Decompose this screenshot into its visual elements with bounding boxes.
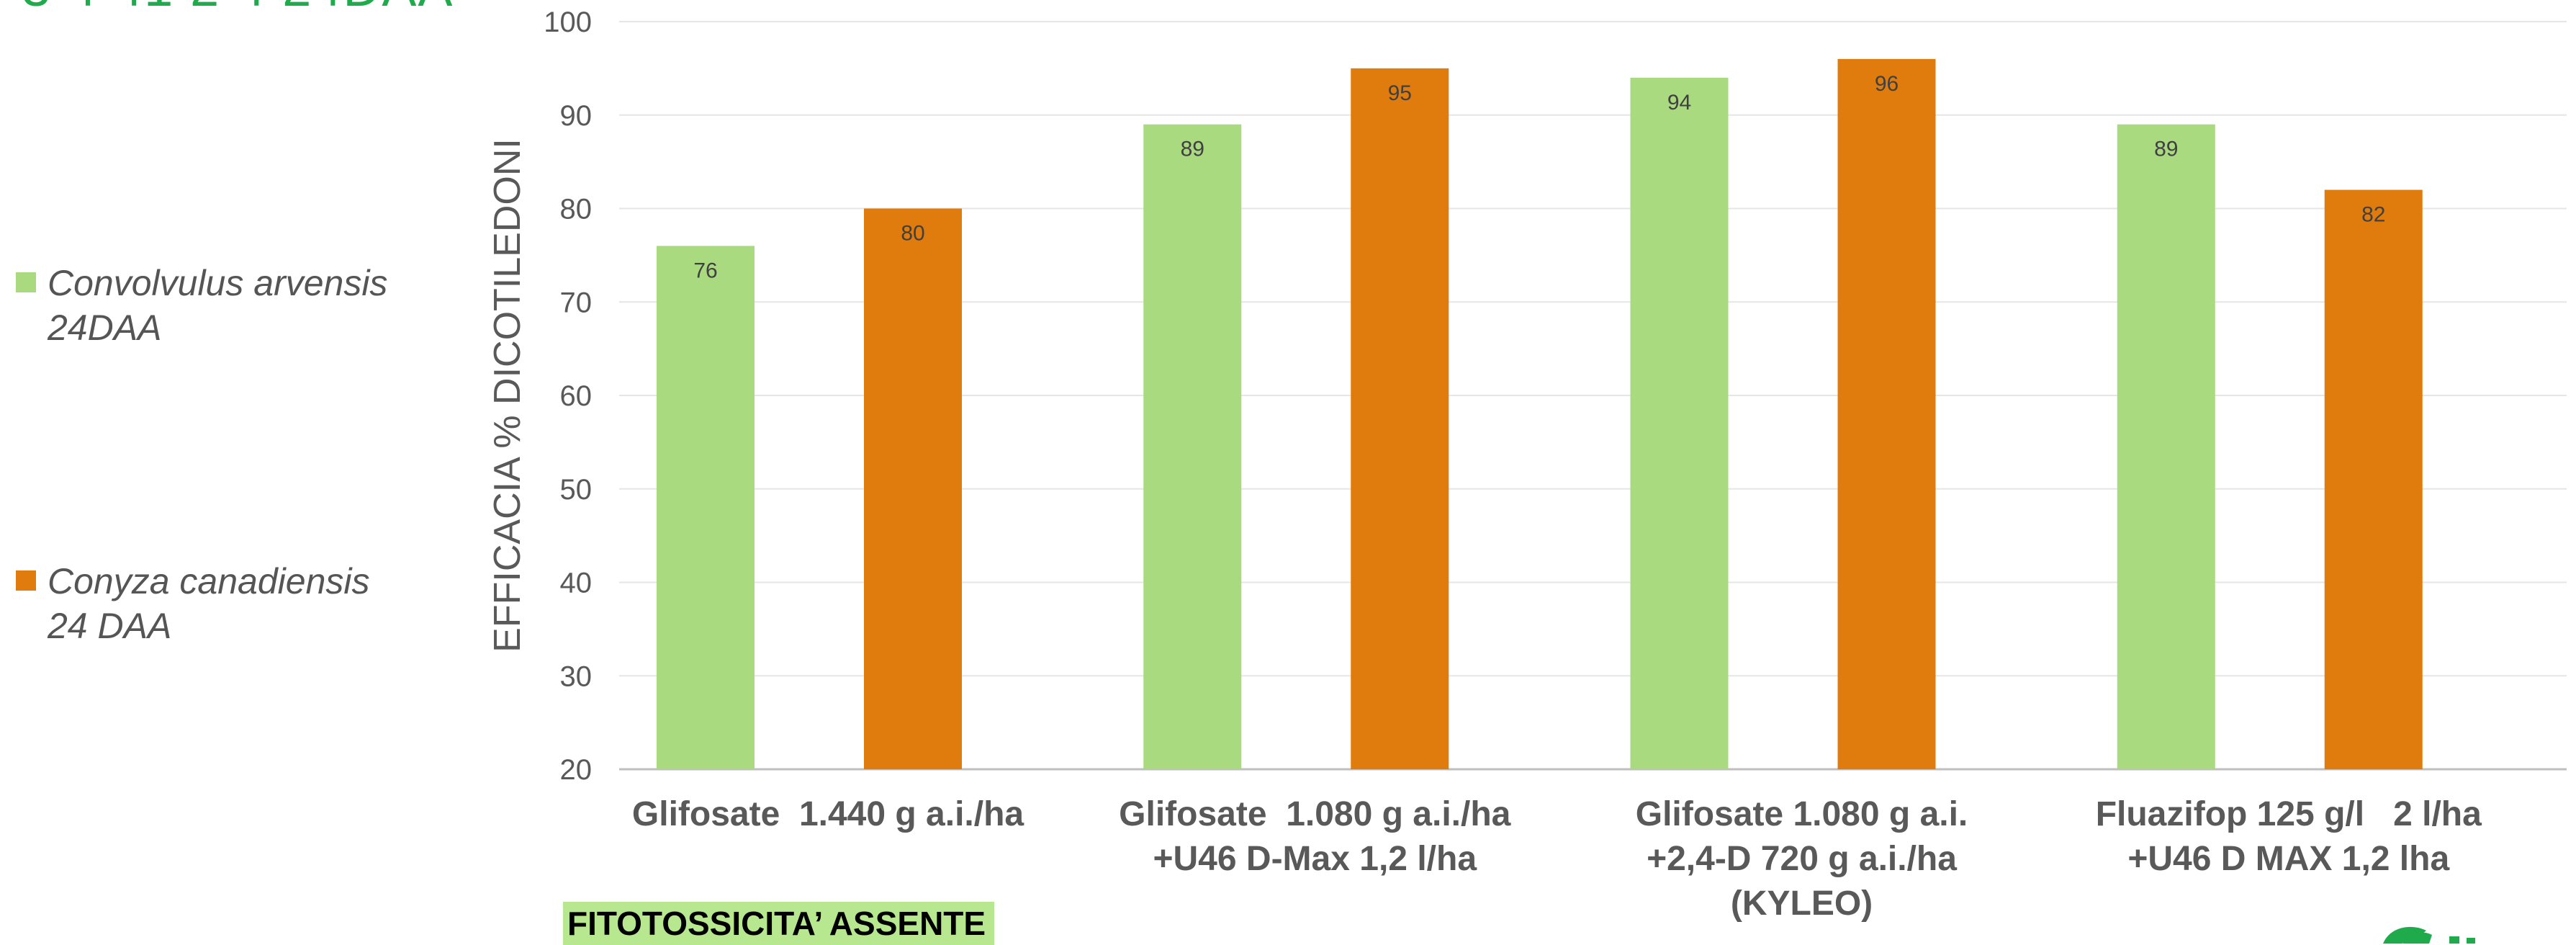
data-label: 96 [1875,72,1899,96]
y-tick-label: 100 [544,6,592,38]
y-tick-label: 90 [560,100,593,132]
x-category-line: Fluazifop 125 g/l 2 l/ha [2095,795,2482,833]
x-category-label-1: Glifosate 1.440 g a.i./ha [632,792,1024,837]
phytotoxicity-note: FITOTOSSICITA’ ASSENTE [563,902,995,945]
x-category-line: Glifosate 1.080 g a.i./ha [1119,795,1511,833]
bar-conyza-2 [1351,68,1449,769]
data-label: 89 [2154,138,2178,161]
x-category-line: +U46 D-Max 1,2 l/ha [1153,840,1477,878]
data-label: 76 [693,259,717,282]
bar-conyza-4 [2324,189,2423,769]
legend-label-convolvulus: Convolvulus arvensis 24DAA [48,261,387,350]
x-category-line: (KYLEO) [1730,884,1873,923]
x-category-line: +2,4-D 720 g a.i./ha [1647,840,1957,878]
data-label: 95 [1388,81,1412,105]
y-tick-label: 30 [560,660,593,692]
legend-item-conyza: Conyza canadiensis 24 DAA [16,559,370,648]
data-label: 80 [901,222,924,246]
legend-item-convolvulus: Convolvulus arvensis 24DAA [16,261,387,350]
bar-convolvulus-4 [2117,124,2215,770]
y-tick-label: 50 [560,474,593,506]
bar-convolvulus-1 [657,246,755,769]
x-category-label-2: Glifosate 1.080 g a.i./ha +U46 D-Max 1,2 … [1119,792,1510,882]
legend-line: Conyza canadiensis [48,561,370,601]
y-tick-label: 20 [560,754,593,786]
legend-line: 24DAA [48,308,162,348]
legend-swatch-green [16,272,36,292]
legend-line: 24 DAA [48,606,172,646]
data-label: 82 [2361,203,2385,227]
bar-convolvulus-3 [1630,77,1729,770]
legend-swatch-orange [16,570,36,591]
x-category-label-3: Glifosate 1.080 g a.i. +2,4-D 720 g a.i./… [1636,792,1968,926]
y-tick-label: 70 [560,287,593,318]
x-category-line: +U46 D MAX 1,2 lha [2127,840,2450,878]
x-category-label-4: Fluazifop 125 g/l 2 l/ha +U46 D MAX 1,2 l… [2096,792,2482,882]
y-tick-label: 80 [560,194,593,225]
bar-conyza-1 [864,208,962,769]
leaf-logo-icon [2383,926,2475,944]
y-tick-label: 40 [560,568,593,599]
legend-label-conyza: Conyza canadiensis 24 DAA [48,559,370,648]
legend-line: Convolvulus arvensis [48,263,388,303]
y-tick-label: 60 [560,380,593,412]
data-label: 89 [1181,138,1204,161]
data-label: 94 [1667,91,1691,115]
x-category-line: Glifosate 1.440 g a.i./ha [631,795,1024,833]
y-axis-title: EFFICACIA % DICOTILEDONI [487,138,528,653]
x-category-line: Glifosate 1.080 g a.i. [1635,795,1968,833]
bar-convolvulus-2 [1143,124,1242,770]
bar-conyza-3 [1837,58,1936,769]
slide-title: 3 4 41 2 4 24DAA [22,0,454,14]
